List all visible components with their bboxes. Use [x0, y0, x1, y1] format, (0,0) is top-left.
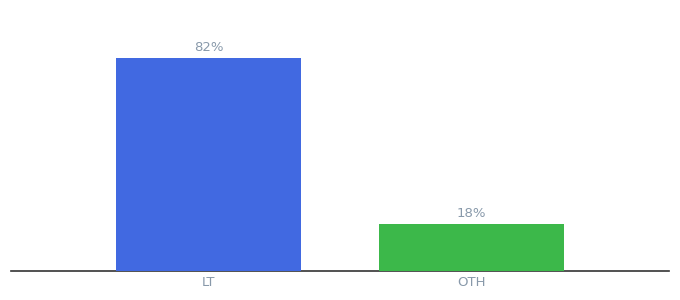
Bar	[379, 224, 564, 271]
Text: 82%: 82%	[194, 41, 223, 54]
Bar	[116, 58, 301, 271]
Text: 18%: 18%	[457, 207, 486, 220]
